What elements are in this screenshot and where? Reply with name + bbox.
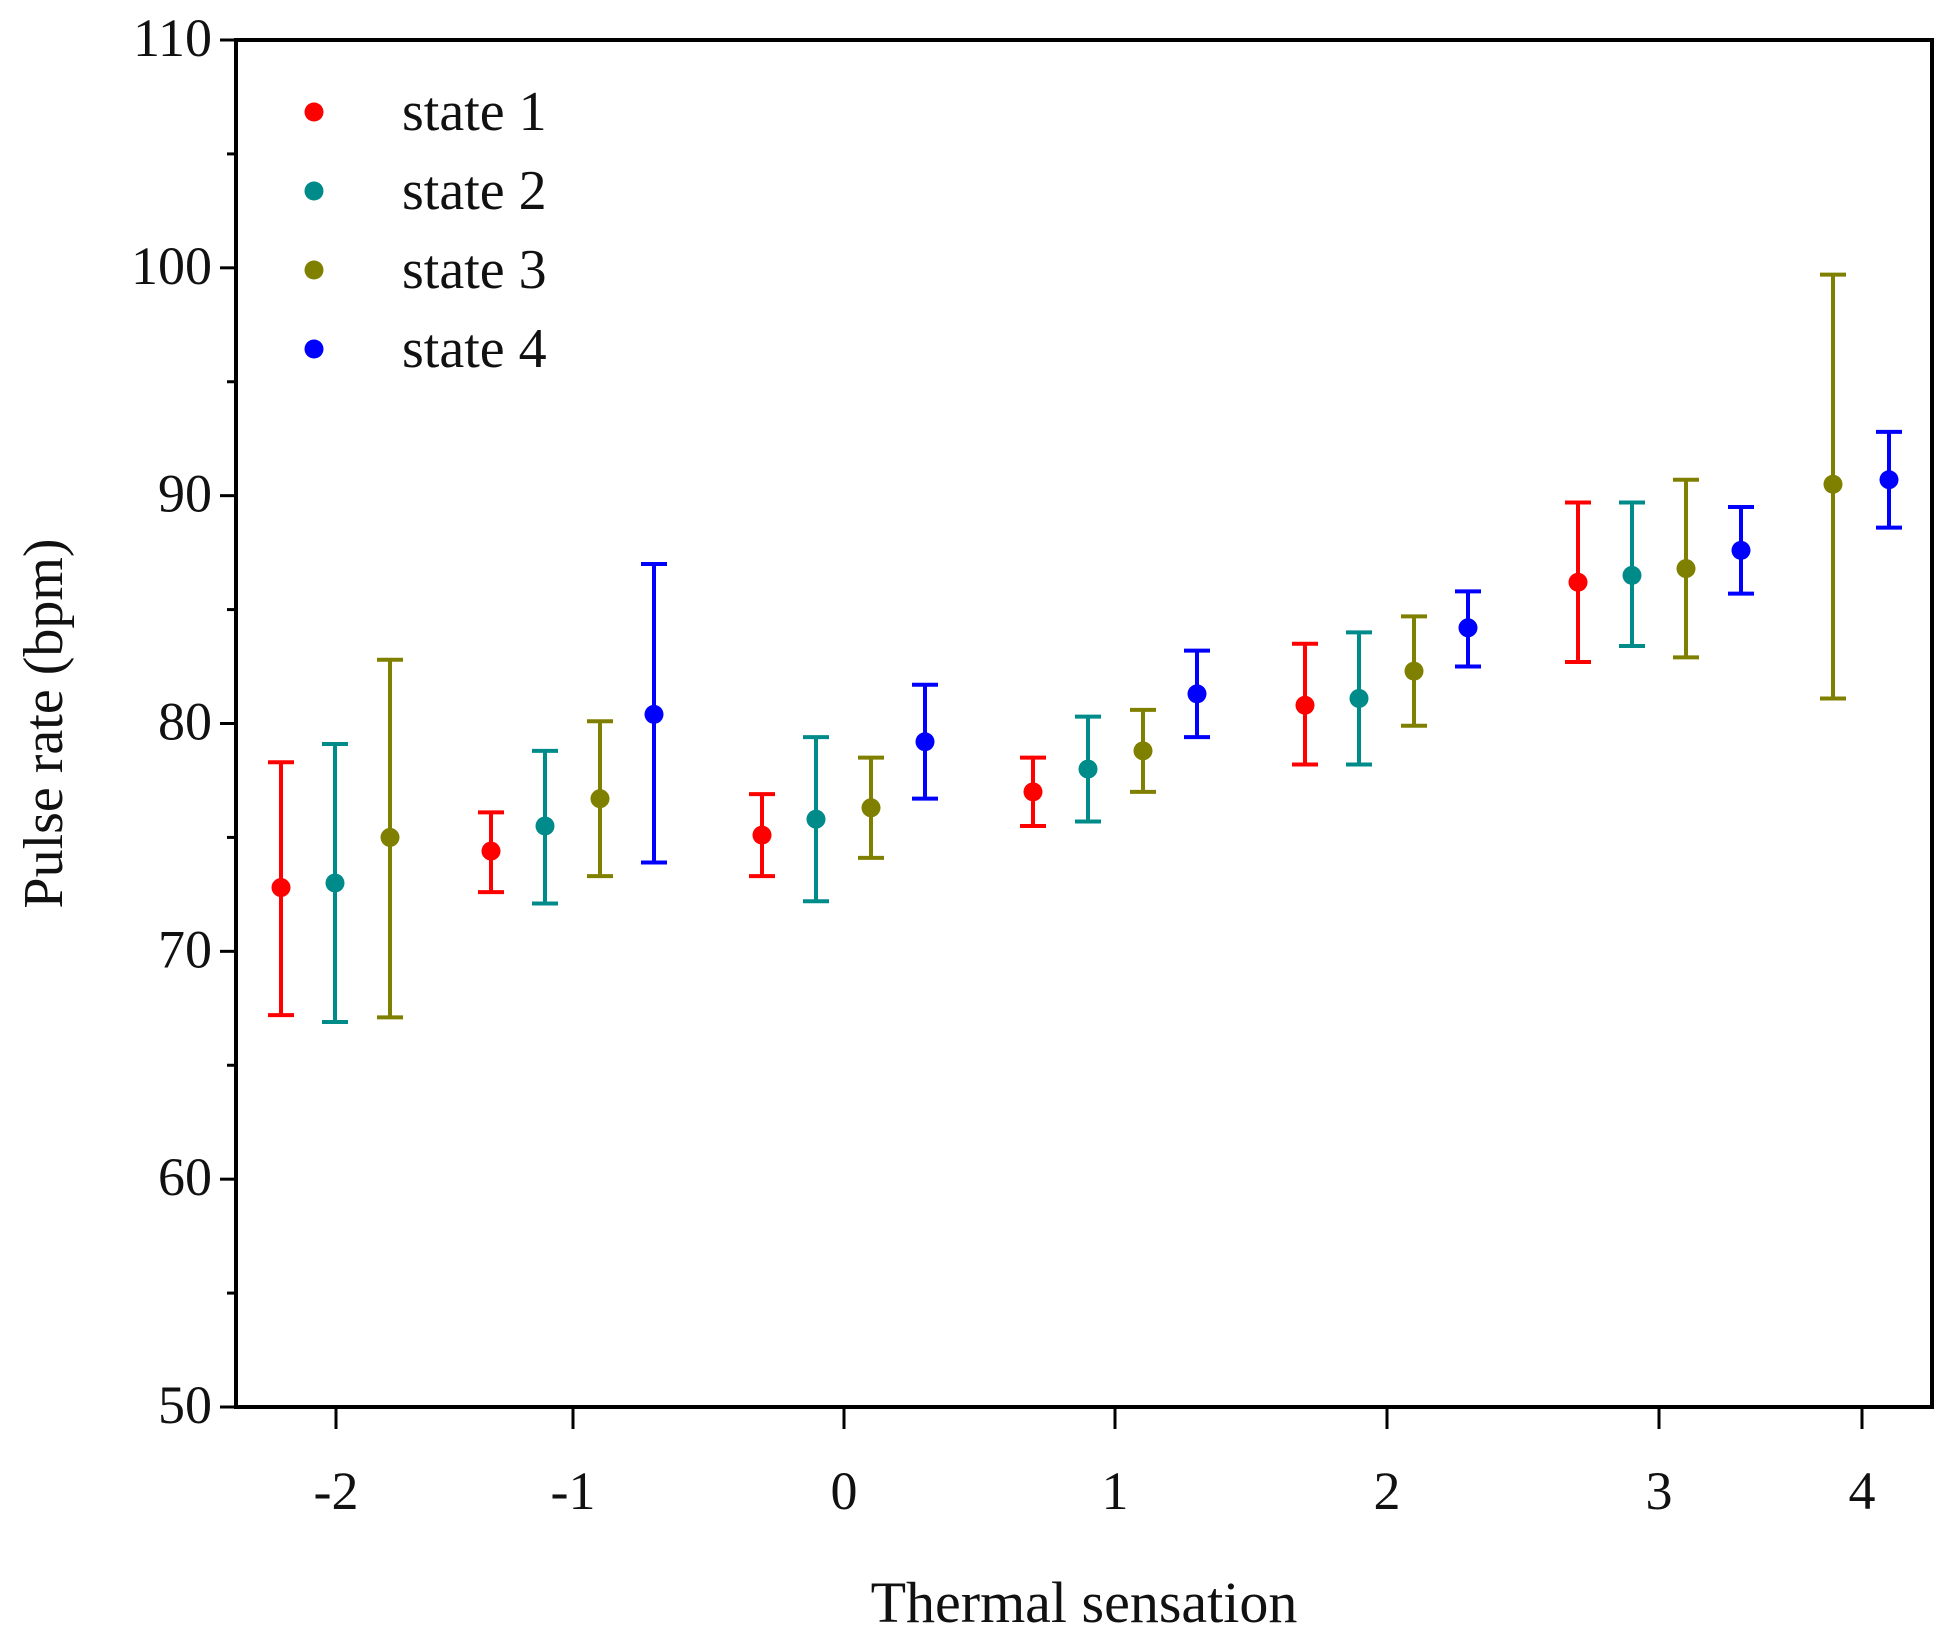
y-tick-label: 110 <box>133 8 212 68</box>
data-point <box>1676 559 1696 579</box>
legend-label: state 2 <box>402 160 547 222</box>
data-point <box>380 827 400 847</box>
legend-label: state 3 <box>402 239 547 301</box>
y-tick-label: 70 <box>158 919 212 979</box>
x-tick-label: 4 <box>1849 1461 1876 1521</box>
data-point <box>1458 618 1478 638</box>
y-tick-label: 90 <box>158 464 212 524</box>
data-point <box>806 809 826 829</box>
x-axis-label: Thermal sensation <box>871 1570 1298 1635</box>
legend-label: state 4 <box>402 318 547 380</box>
data-point <box>915 732 935 752</box>
data-point <box>1187 684 1207 704</box>
plot-area <box>268 272 1902 1024</box>
y-tick-label: 80 <box>158 692 212 752</box>
legend-marker <box>304 339 324 359</box>
series-state-4 <box>641 429 1902 865</box>
x-tick-label: 1 <box>1102 1461 1129 1521</box>
data-point <box>1823 474 1843 494</box>
data-point <box>1349 688 1369 708</box>
data-point <box>1023 782 1043 802</box>
data-point <box>752 825 772 845</box>
series-state-1 <box>268 500 1591 1018</box>
data-point <box>1295 695 1315 715</box>
x-tick-label: -2 <box>314 1461 359 1521</box>
data-point <box>1879 470 1899 490</box>
data-point <box>644 704 664 724</box>
data-point <box>481 841 501 861</box>
series-state-2 <box>322 500 1645 1024</box>
data-point <box>861 798 881 818</box>
x-tick-label: -1 <box>551 1461 596 1521</box>
data-point <box>535 816 555 836</box>
data-point <box>325 873 345 893</box>
legend-marker <box>304 260 324 280</box>
x-tick-label: 3 <box>1646 1461 1673 1521</box>
y-tick-label: 60 <box>158 1147 212 1207</box>
legend: state 1 state 2 state 3 state 4 <box>304 81 547 380</box>
data-point <box>1622 565 1642 585</box>
data-point <box>1568 572 1588 592</box>
y-axis-label: Pulse rate (bpm) <box>13 538 75 908</box>
x-tick-label: 0 <box>831 1461 858 1521</box>
axes: 50 60 70 80 90 100 110 -2 -1 0 1 2 3 4 <box>131 8 1934 1521</box>
legend-label: state 1 <box>402 81 547 143</box>
data-point <box>271 878 291 898</box>
data-point <box>1404 661 1424 681</box>
legend-marker <box>304 102 324 122</box>
data-point <box>1133 741 1153 761</box>
data-point <box>1078 759 1098 779</box>
series-state-3 <box>377 272 1846 1020</box>
data-point <box>590 789 610 809</box>
y-tick-label: 50 <box>158 1375 212 1435</box>
data-point <box>1731 540 1751 560</box>
legend-marker <box>304 181 324 201</box>
y-tick-label: 100 <box>131 236 212 296</box>
x-tick-label: 2 <box>1374 1461 1401 1521</box>
